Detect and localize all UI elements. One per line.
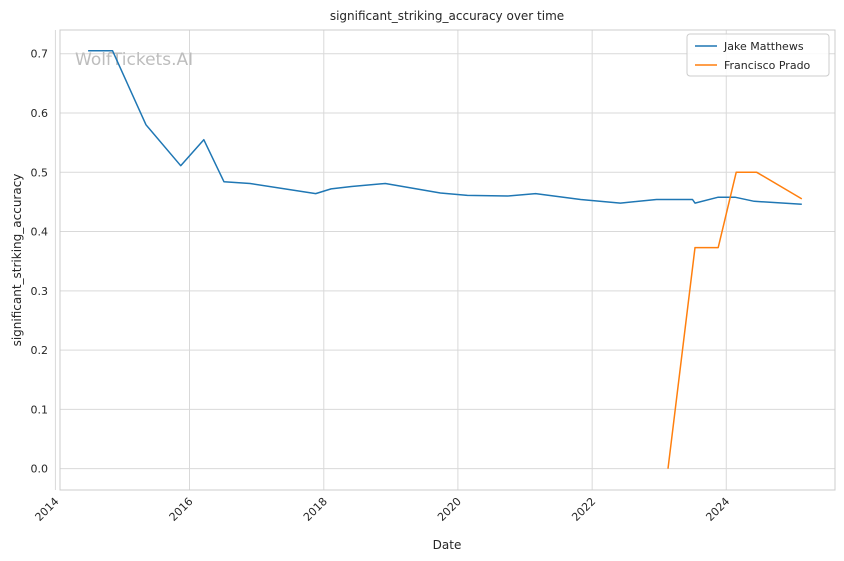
y-tick-label: 0.0 bbox=[31, 463, 49, 476]
legend-box bbox=[686, 33, 830, 77]
y-axis-label: significant_striking_accuracy bbox=[10, 174, 24, 347]
x-axis-label: Date bbox=[433, 538, 462, 552]
legend-label: Francisco Prado bbox=[724, 59, 811, 72]
chart-title: significant_striking_accuracy over time bbox=[330, 9, 564, 23]
series-lines bbox=[88, 49, 803, 469]
y-tick-label: 0.7 bbox=[31, 48, 49, 61]
grid-lines bbox=[54, 30, 835, 490]
legend-label: Jake Matthews bbox=[723, 40, 804, 53]
y-tick-label: 0.5 bbox=[31, 166, 49, 179]
y-tick-label: 0.6 bbox=[31, 107, 49, 120]
series-line-jake-matthews bbox=[88, 49, 802, 206]
plot-frame bbox=[59, 29, 836, 491]
watermark-text: WolfTickets.AI bbox=[75, 50, 193, 70]
y-tick-label: 0.3 bbox=[31, 285, 49, 298]
series-line-francisco-prado bbox=[667, 171, 803, 469]
legend: Jake Matthews Francisco Prado bbox=[686, 33, 830, 77]
y-tick-label: 0.4 bbox=[31, 226, 49, 239]
y-tick-label: 0.2 bbox=[31, 344, 49, 357]
y-tick-label: 0.1 bbox=[31, 403, 49, 416]
